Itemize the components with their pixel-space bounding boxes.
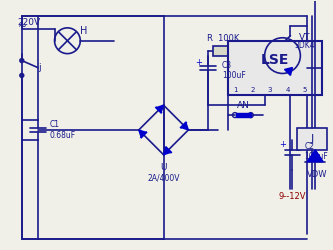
Text: LSE: LSE xyxy=(261,53,289,67)
Text: 220V: 220V xyxy=(18,18,41,28)
Text: VDW: VDW xyxy=(307,170,327,179)
Text: R  100K: R 100K xyxy=(207,34,239,43)
Text: J: J xyxy=(311,134,314,144)
Text: 5: 5 xyxy=(302,87,306,93)
Text: U: U xyxy=(160,163,167,172)
Polygon shape xyxy=(307,150,323,162)
Polygon shape xyxy=(181,122,188,130)
Text: +: + xyxy=(195,58,202,67)
Bar xyxy=(236,113,251,117)
Text: ~: ~ xyxy=(18,22,27,32)
Polygon shape xyxy=(139,130,146,137)
Text: C3
100uF: C3 100uF xyxy=(222,61,246,80)
Text: 2A/400V: 2A/400V xyxy=(147,173,180,182)
Text: VT: VT xyxy=(299,33,310,42)
Bar xyxy=(228,41,322,95)
Text: 9--12V: 9--12V xyxy=(279,192,306,201)
Bar xyxy=(297,128,327,150)
Polygon shape xyxy=(284,68,292,76)
Polygon shape xyxy=(164,148,171,155)
Text: 1: 1 xyxy=(234,87,238,93)
Text: j: j xyxy=(38,63,40,72)
Text: AN: AN xyxy=(236,101,249,110)
Text: 3: 3 xyxy=(267,87,272,93)
Text: C2
100uF: C2 100uF xyxy=(304,142,328,162)
Bar xyxy=(213,46,253,56)
Circle shape xyxy=(20,58,24,62)
Text: 2: 2 xyxy=(251,87,255,93)
Polygon shape xyxy=(156,105,164,112)
Circle shape xyxy=(20,74,24,78)
Text: +: + xyxy=(279,140,286,149)
Text: H: H xyxy=(80,26,87,36)
Text: 4: 4 xyxy=(285,87,290,93)
Text: 3DK4: 3DK4 xyxy=(294,41,315,50)
Text: C1
0.68uF: C1 0.68uF xyxy=(50,120,76,140)
